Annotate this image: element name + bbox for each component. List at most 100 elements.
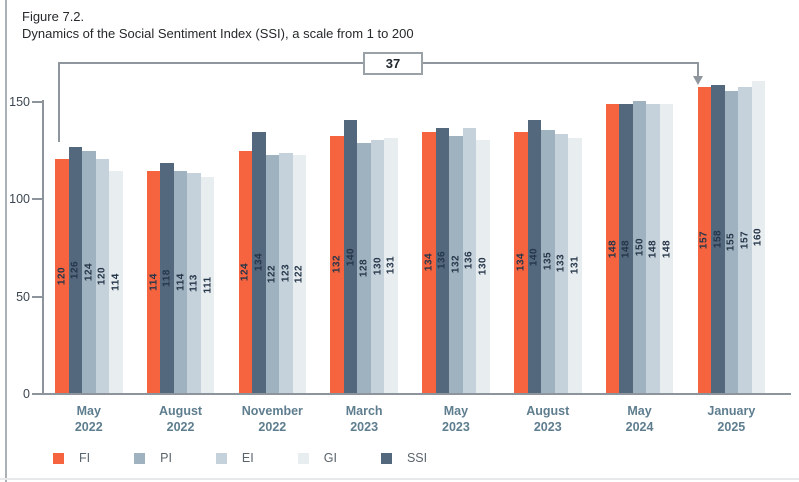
bar-value-label: 113	[188, 273, 200, 292]
bar-value-label: 133	[555, 254, 567, 273]
bar-gi	[200, 176, 215, 393]
legend-item-fi: FI	[53, 451, 90, 465]
bar-fi	[697, 86, 712, 393]
legend-item-pi: PI	[134, 451, 172, 465]
legend-label: FI	[79, 451, 91, 465]
legend-swatch-icon	[215, 452, 227, 464]
bar-ssi	[343, 120, 358, 393]
chart-legend: FI PI EI GI SSI	[53, 451, 427, 465]
legend-swatch-icon	[297, 452, 309, 464]
bar-gi	[384, 137, 398, 393]
x-axis-label-line: 2022	[74, 420, 103, 434]
x-axis-label-line: 2022	[258, 420, 287, 434]
bar-value-label: 124	[239, 263, 251, 282]
bar-pi	[265, 155, 280, 393]
bar-value-label: 120	[56, 266, 68, 286]
legend-swatch-icon	[380, 452, 392, 464]
bar-value-label: 130	[477, 257, 489, 276]
bar-pi	[357, 143, 371, 393]
bar-ei	[187, 172, 201, 393]
y-axis-tick	[32, 198, 42, 200]
bar-value-label: 155	[725, 232, 737, 251]
x-axis-label-line: 2025	[717, 420, 746, 434]
bar-value-label: 126	[69, 261, 81, 280]
x-axis-label-line: 2023	[350, 420, 379, 434]
x-axis-label-line: August	[526, 404, 570, 418]
annotation-value: 37	[385, 56, 401, 71]
x-axis-label-line: August	[159, 404, 203, 418]
bar-ssi	[527, 120, 541, 393]
x-axis-label-line: January	[707, 404, 756, 418]
annotation-value-box: 37	[363, 52, 423, 75]
bar-value-label: 136	[463, 251, 475, 270]
x-axis-label-line: 2023	[533, 420, 562, 434]
x-axis-label-line: May	[443, 404, 469, 418]
bar-gi	[568, 137, 582, 393]
legend-swatch-icon	[53, 452, 64, 464]
bar-value-label: 132	[331, 255, 343, 274]
y-axis-tick-label: 100	[9, 192, 30, 206]
bar-ei	[554, 133, 568, 393]
bar-value-label: 140	[345, 247, 357, 266]
x-axis-label: August 2023	[526, 403, 569, 435]
page-left-border	[5, 0, 7, 482]
figure-title: Dynamics of the Social Sentiment Index (…	[22, 26, 414, 41]
bar-gi	[659, 104, 674, 393]
x-axis-label: January 2025	[707, 403, 755, 435]
annotation-bracket-right	[697, 62, 699, 77]
legend-label: SSI	[406, 451, 428, 465]
bar-ei	[646, 104, 660, 393]
bar-fi	[330, 135, 344, 393]
bar-value-label: 136	[436, 251, 448, 270]
bar-value-label: 148	[620, 239, 632, 258]
bar-value-label: 148	[647, 239, 659, 258]
y-axis-tick-label: 150	[9, 94, 30, 109]
bar-value-label: 130	[372, 257, 384, 276]
y-axis-tick	[32, 393, 42, 395]
bar-value-label: 120	[96, 266, 108, 286]
y-axis-tick	[32, 295, 42, 298]
bar-value-label: 131	[569, 256, 581, 275]
bar-fi	[422, 131, 436, 393]
bar-value-label: 158	[712, 229, 724, 249]
bar-ei	[95, 159, 109, 393]
bar-value-label: 135	[542, 252, 554, 271]
bar-value-label: 114	[148, 273, 160, 291]
bar-value-label: 134	[515, 253, 527, 272]
x-axis-label: May 2022	[75, 403, 103, 435]
bar-gi	[292, 155, 307, 393]
x-axis-label-line: March	[345, 404, 383, 418]
x-axis-label-line: 2023	[442, 420, 470, 434]
bar-value-label: 114	[110, 273, 122, 291]
annotation-arrow-down-icon	[693, 76, 703, 85]
x-axis-label-line: 2022	[166, 420, 195, 434]
bar-value-label: 131	[385, 256, 397, 275]
x-axis-label: May 2023	[442, 403, 470, 435]
bar-ei	[462, 127, 477, 393]
bar-ssi	[619, 104, 633, 393]
y-axis-tick-label: 50	[16, 289, 30, 304]
bar-value-label: 111	[202, 276, 214, 294]
bar-ssi	[160, 162, 174, 393]
bar-fi	[514, 131, 528, 393]
bar-value-label: 118	[161, 269, 173, 287]
bar-value-label: 122	[266, 264, 278, 284]
bar-ssi	[435, 127, 450, 393]
y-axis-line	[42, 100, 44, 395]
bar-gi	[476, 139, 490, 393]
bar-value-label: 128	[358, 259, 370, 278]
bar-fi	[146, 170, 161, 393]
bar-pi	[541, 129, 555, 393]
bar-ei	[279, 153, 293, 393]
bar-gi	[109, 170, 123, 393]
legend-swatch-icon	[134, 452, 146, 464]
bar-gi	[751, 81, 766, 393]
bar-fi	[238, 151, 253, 393]
bar-value-label: 124	[83, 263, 95, 282]
bar-ei	[370, 139, 385, 393]
figure-header: Figure 7.2. Dynamics of the Social Senti…	[22, 8, 414, 42]
bar-ssi	[68, 147, 82, 393]
bar-value-label: 150	[634, 237, 646, 256]
